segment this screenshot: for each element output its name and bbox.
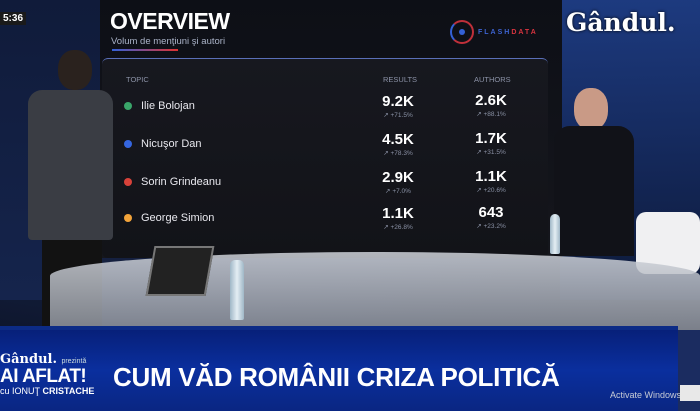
topic-name: Nicuşor Dan <box>141 138 202 150</box>
authors-change: ↗ +20.6% <box>476 187 506 194</box>
results-change: ↗ +78.3% <box>383 150 413 157</box>
show-host: cu IONUŢ CRISTACHE <box>0 386 95 396</box>
results-change: ↗ +71.5% <box>383 112 413 119</box>
water-bottle <box>230 260 244 320</box>
topic-name: Ilie Bolojan <box>141 100 195 112</box>
authors-change: ↗ +88.1% <box>476 111 506 118</box>
activate-windows-watermark: Activate Windows <box>610 390 680 400</box>
topic-name: Sorin Grindeanu <box>141 176 222 188</box>
water-bottle <box>550 214 560 254</box>
results-value: 4.5K <box>382 131 414 148</box>
topic-row: Nicuşor Dan <box>124 138 202 150</box>
header-results: RESULTS <box>383 75 418 84</box>
laptop <box>145 246 215 296</box>
authors-change: ↗ +23.2% <box>476 223 506 230</box>
topic-name: George Simion <box>141 212 215 224</box>
authors-value: 2.6K <box>475 92 507 109</box>
flashdata-logo: FLASHDATA <box>450 20 538 44</box>
topic-row: Ilie Bolojan <box>124 100 195 112</box>
topic-row: Sorin Grindeanu <box>124 176 221 188</box>
topic-color-dot <box>124 214 132 222</box>
channel-logo: Gândul. <box>566 8 676 37</box>
overview-table-panel <box>102 58 548 258</box>
header-topic: TOPIC <box>126 75 149 84</box>
overview-title: OVERVIEW <box>110 8 230 34</box>
results-value: 2.9K <box>382 169 414 186</box>
results-change: ↗ +26.8% <box>383 224 413 231</box>
show-name: AI AFLAT! <box>0 366 87 387</box>
headline: CUM VĂD ROMÂNII CRIZA POLITICĂ <box>113 362 560 392</box>
title-underline <box>112 49 178 51</box>
topic-color-dot <box>124 178 132 186</box>
results-value: 1.1K <box>382 205 414 222</box>
flashdata-orbit-icon <box>450 20 474 44</box>
authors-change: ↗ +31.5% <box>476 149 506 156</box>
topic-color-dot <box>124 140 132 148</box>
overview-subtitle: Volum de menţiuni şi autori <box>111 36 226 47</box>
show-branding: Gândul. prezintă AI AFLAT! cu IONUŢ CRIS… <box>0 352 95 396</box>
topic-row: George Simion <box>124 212 214 224</box>
header-authors: AUTHORS <box>474 75 511 84</box>
authors-value: 1.1K <box>475 168 507 185</box>
lower-third-banner <box>0 330 678 411</box>
clock: 5:36 <box>0 12 27 25</box>
results-value: 9.2K <box>382 93 414 110</box>
presenter-right <box>550 88 640 258</box>
topic-color-dot <box>124 102 132 110</box>
results-change: ↗ +7.0% <box>385 188 411 195</box>
authors-value: 643 <box>478 204 504 221</box>
corner-logo <box>680 385 700 401</box>
authors-value: 1.7K <box>475 130 507 147</box>
